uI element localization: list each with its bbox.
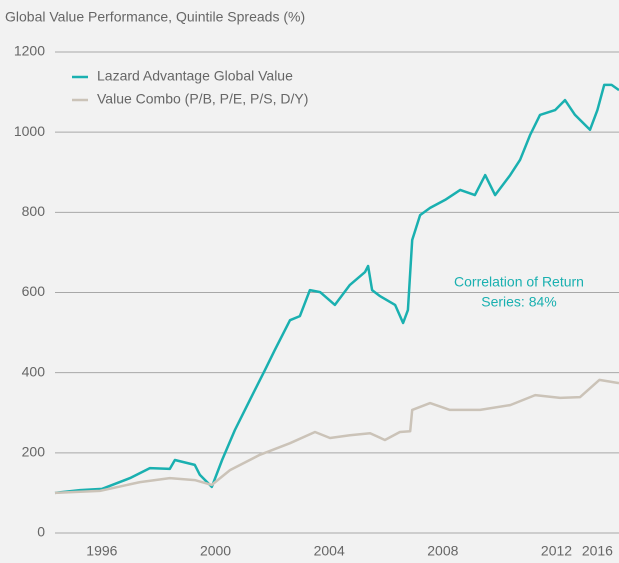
legend-label: Lazard Advantage Global Value [97,68,293,84]
y-tick-label: 400 [22,363,46,379]
y-tick-label: 600 [22,283,46,299]
y-tick-label: 1200 [14,43,45,59]
line-series [54,83,619,495]
x-tick-label: 1996 [86,543,117,559]
legend-label: Value Combo (P/B, P/E, P/S, D/Y) [97,91,308,107]
x-tick-label: 2016 [582,543,613,559]
line-series [54,378,619,495]
chart-title: Global Value Performance, Quintile Sprea… [5,9,305,25]
annotation: Series: 84% [481,294,556,310]
y-tick-label: 0 [37,524,45,540]
x-tick-label: 2012 [541,543,572,559]
y-tick-label: 800 [22,203,46,219]
y-tick-label: 1000 [14,123,45,139]
y-tick-label: 200 [22,444,46,460]
x-tick-label: 2004 [314,543,345,559]
annotation: Correlation of Return [454,274,584,290]
x-tick-label: 2000 [200,543,231,559]
x-tick-label: 2008 [427,543,458,559]
